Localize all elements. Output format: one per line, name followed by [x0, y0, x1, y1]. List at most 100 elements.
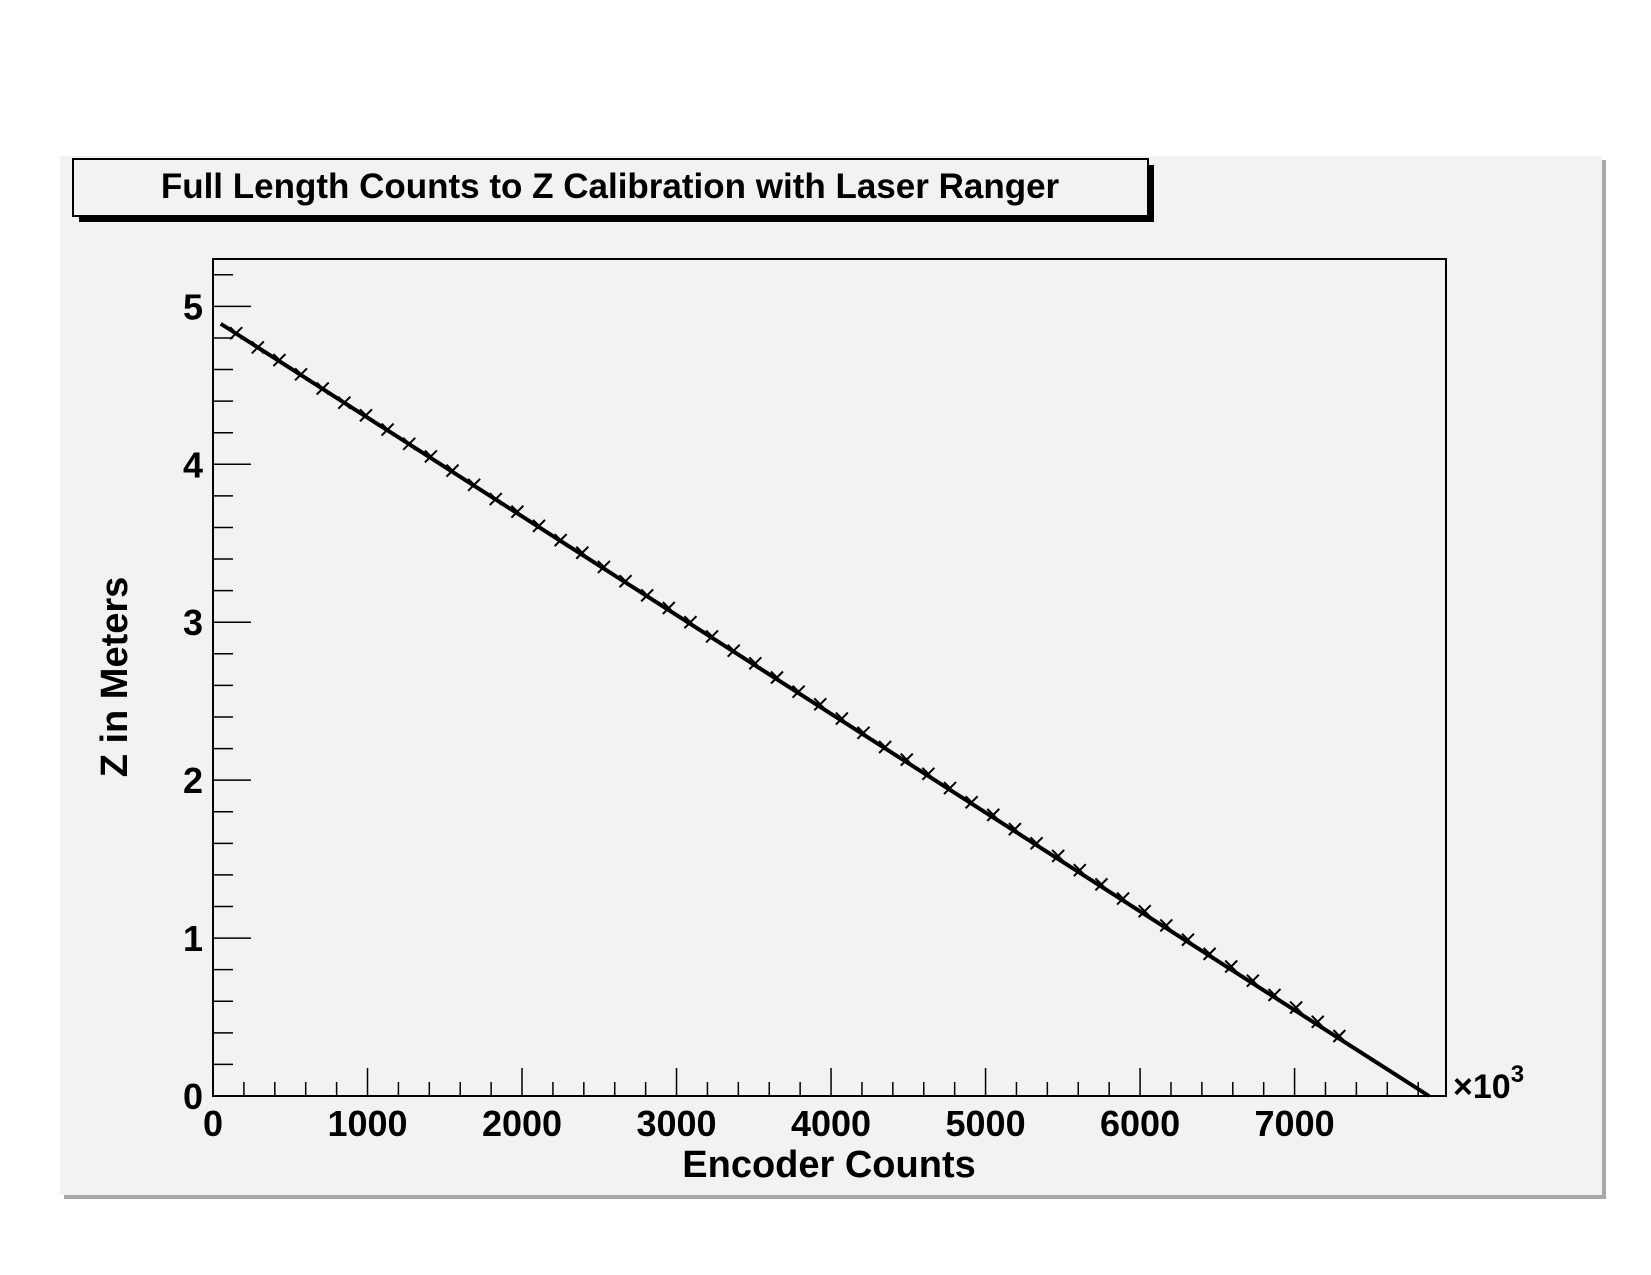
data-point [1246, 974, 1260, 988]
data-point-stroke [597, 560, 611, 574]
x-multiplier: ×103 [1453, 1061, 1524, 1106]
data-point-stroke [726, 643, 741, 658]
x-axis-ticks [212, 1068, 1419, 1096]
data-point [359, 408, 373, 423]
chart-title: Full Length Counts to Z Calibration with… [161, 167, 1060, 206]
data-point [1008, 822, 1022, 836]
data-point-stroke [878, 740, 892, 754]
data-point-stroke [1116, 891, 1130, 906]
data-point [770, 670, 784, 685]
x-tick-label: 1000 [327, 1103, 407, 1144]
y-tick-label: 4 [183, 444, 203, 485]
data-point [1311, 1015, 1325, 1029]
data-point-stroke [510, 504, 525, 519]
data-point [294, 367, 308, 381]
data-point-stroke [294, 367, 308, 381]
x-axis-tick-labels: 0 1000 2000 3000 4000 5000 6000 7000 [203, 1103, 1335, 1144]
data-point [337, 396, 352, 410]
data-point [1094, 877, 1109, 892]
data-point-stroke [900, 752, 914, 767]
data-point [662, 601, 676, 615]
data-point [878, 740, 892, 754]
data-point-stroke [1181, 932, 1195, 947]
y-axis-tick-labels: 0 1 2 3 4 5 [183, 286, 203, 1117]
y-tick-label: 5 [183, 286, 203, 327]
data-point-stroke [683, 615, 698, 629]
data-point [900, 752, 914, 767]
data-point-stroke [1094, 877, 1109, 892]
data-point-stroke [1159, 918, 1174, 933]
data-point-stroke [359, 408, 373, 423]
data-point [705, 629, 719, 644]
data-point [1224, 959, 1238, 974]
x-tick-label: 3000 [636, 1103, 716, 1144]
data-point [1116, 891, 1130, 906]
data-point-stroke [1202, 947, 1217, 961]
data-point-stroke [1289, 1000, 1303, 1015]
data-point [1029, 836, 1044, 851]
data-point-stroke [1137, 904, 1152, 918]
data-point [597, 560, 611, 574]
data-point [1137, 904, 1152, 918]
data-point-stroke [618, 574, 633, 588]
data-point [467, 478, 481, 492]
data-point [791, 685, 806, 699]
data-point-stroke [337, 396, 352, 410]
data-point-stroke [1008, 822, 1022, 836]
data-point [726, 643, 741, 658]
data-point [380, 422, 395, 437]
data-point [272, 353, 287, 367]
data-point [748, 656, 763, 670]
x-tick-label: 7000 [1255, 1103, 1335, 1144]
data-point-stroke [1246, 974, 1260, 988]
y-tick-label: 0 [183, 1076, 203, 1117]
data-point [1181, 932, 1195, 947]
data-point-stroke [229, 326, 243, 340]
data-point-stroke [489, 492, 503, 506]
data-point-stroke [251, 340, 265, 355]
x-tick-label: 2000 [482, 1103, 562, 1144]
data-point-stroke [553, 533, 568, 547]
data-point [532, 519, 546, 533]
data-point-stroke [575, 546, 589, 560]
data-point-stroke [445, 463, 460, 478]
data-point [445, 463, 460, 478]
data-point-stroke [791, 685, 806, 699]
y-tick-label: 2 [183, 760, 203, 801]
data-point [813, 697, 827, 712]
plot-area [212, 258, 1447, 1097]
data-point [921, 767, 936, 781]
data-point-stroke [402, 437, 416, 451]
data-point [964, 795, 979, 809]
data-point [986, 808, 1000, 822]
data-point-stroke [856, 726, 871, 740]
y-tick-label: 3 [183, 602, 203, 643]
data-point-stroke [748, 656, 763, 670]
data-point-stroke [662, 601, 676, 615]
data-point [1073, 863, 1087, 877]
data-point [683, 615, 698, 629]
data-point [251, 340, 265, 355]
x-tick-label: 5000 [946, 1103, 1026, 1144]
data-point [510, 504, 525, 519]
data-point-stroke [770, 670, 784, 685]
data-point-stroke [943, 781, 957, 795]
data-point [835, 711, 849, 726]
data-point-stroke [986, 808, 1000, 822]
data-point-stroke [380, 422, 395, 437]
x-multiplier-base: ×10 [1453, 1068, 1511, 1106]
title-box [72, 158, 1149, 217]
y-axis-label: Z in Meters [94, 577, 136, 778]
data-point-stroke [1224, 959, 1238, 974]
data-point [1159, 918, 1174, 933]
data-point-stroke [532, 519, 546, 533]
data-point [229, 326, 243, 340]
data-point [1289, 1000, 1303, 1015]
data-point-stroke [467, 478, 481, 492]
data-points [229, 326, 1347, 1043]
data-point-stroke [272, 353, 287, 367]
data-point-stroke [1267, 988, 1282, 1002]
data-point-stroke [640, 588, 654, 603]
data-point-stroke [705, 629, 719, 644]
